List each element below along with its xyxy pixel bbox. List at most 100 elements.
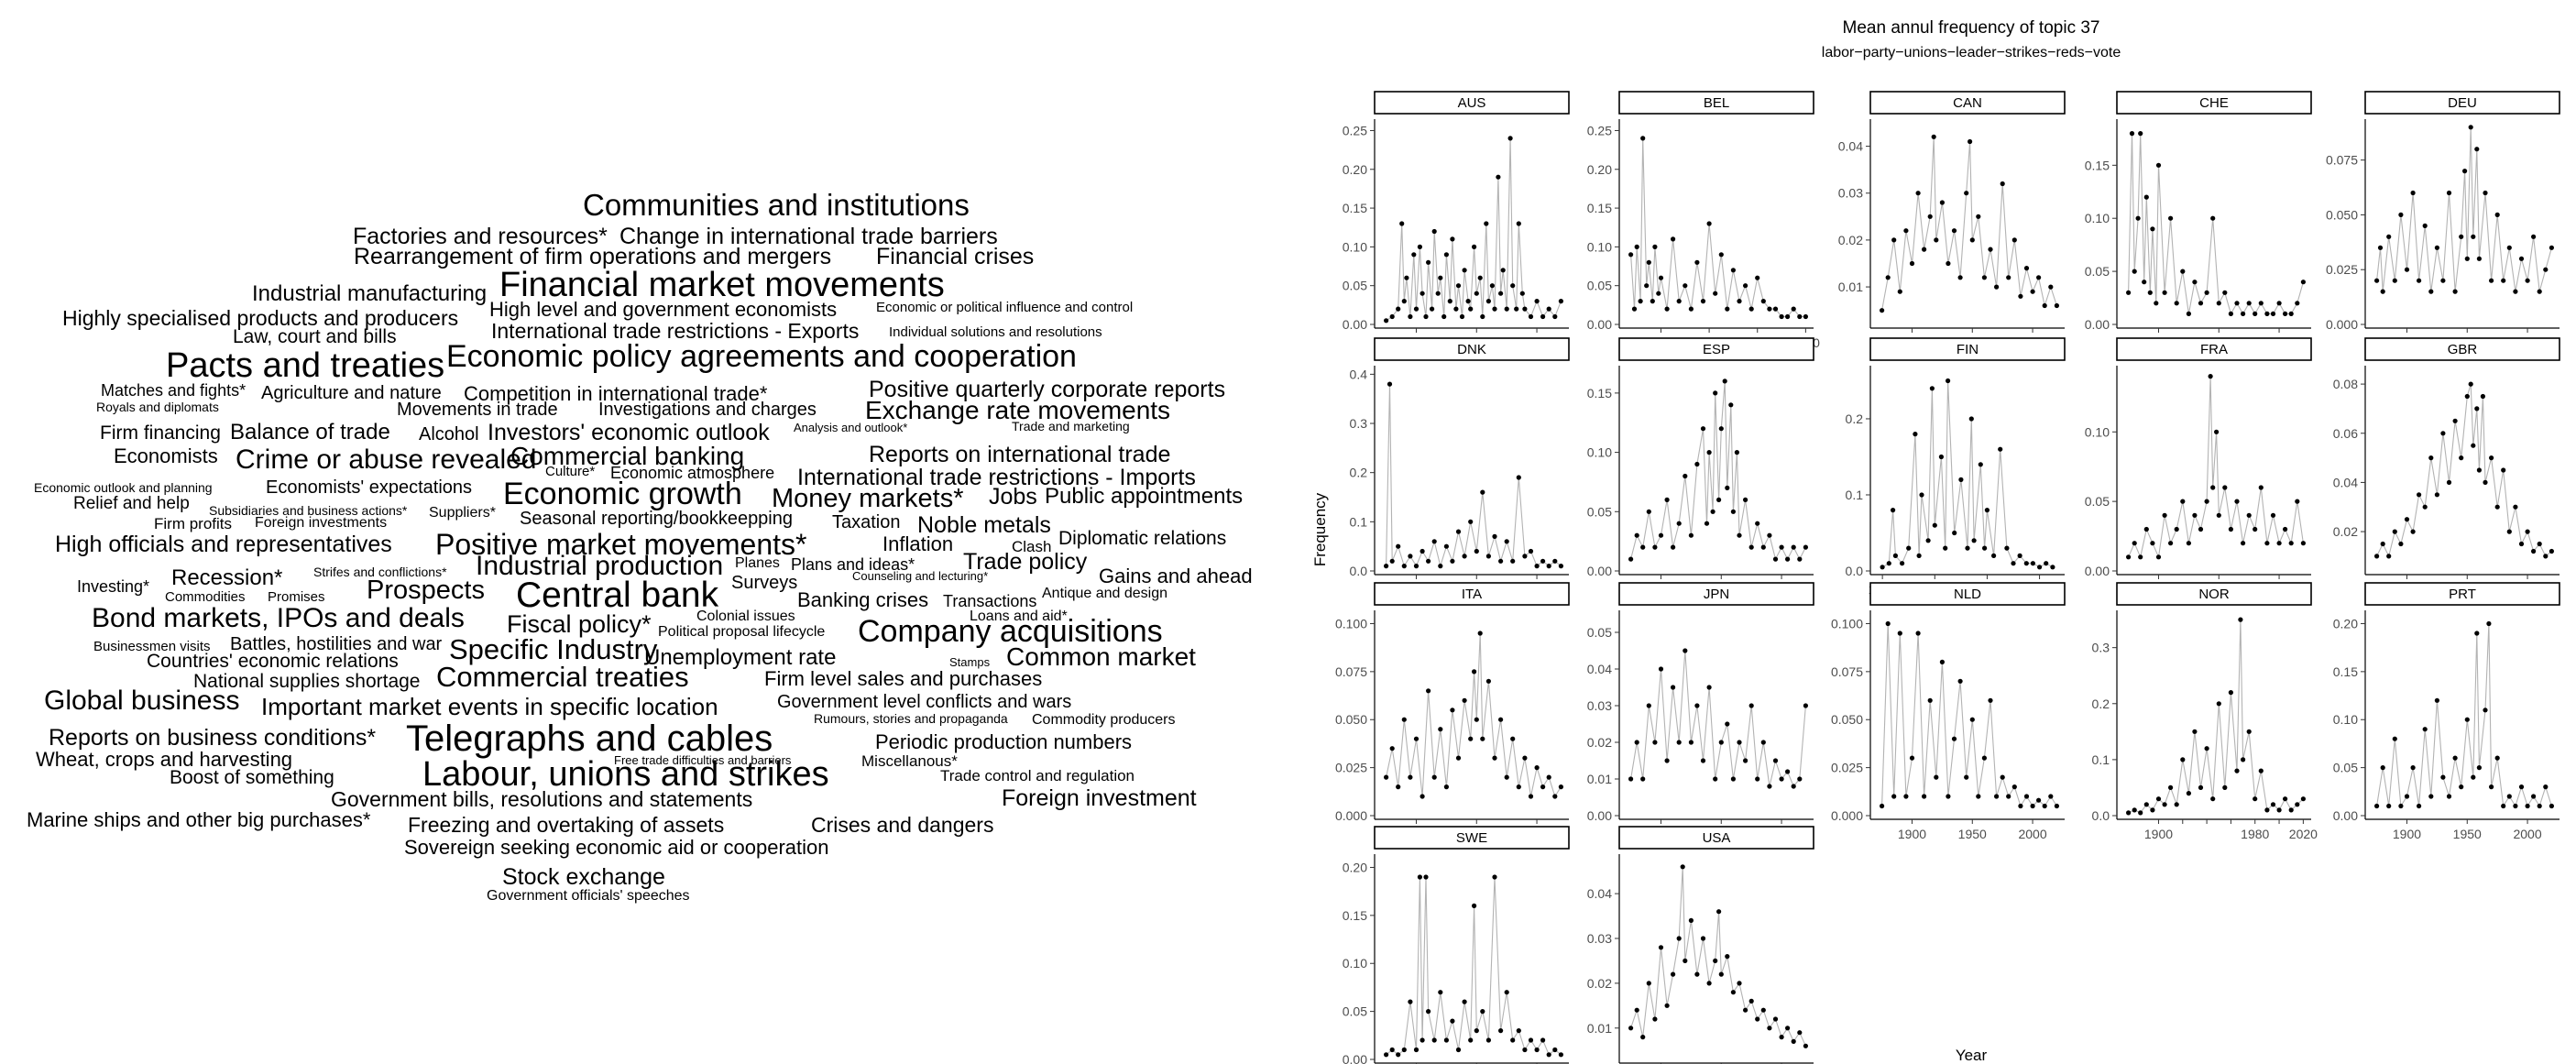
cloud-word: Pacts and treaties: [166, 346, 445, 385]
cloud-word: Trade policy: [963, 549, 1088, 575]
series-line: [2376, 383, 2552, 558]
data-point: [1994, 284, 2000, 290]
cloud-word: Reports on international trade: [869, 442, 1171, 467]
data-point: [1558, 784, 1563, 790]
data-point: [1730, 990, 1736, 995]
data-point: [1652, 244, 1658, 249]
y-tick-label: 0.05: [2333, 761, 2358, 775]
data-point: [1540, 784, 1546, 790]
y-tick-label: 0.075: [1335, 664, 1367, 679]
data-point: [2198, 301, 2204, 306]
cloud-word: Crime or abuse revealed: [236, 444, 537, 475]
facet-label: BEL: [1704, 95, 1729, 111]
y-tick-label: 0.04: [1587, 886, 1612, 901]
data-point: [1906, 545, 1912, 551]
y-tick-label: 0.050: [1831, 712, 1863, 727]
cloud-word: International trade restrictions - Expor…: [491, 319, 860, 343]
data-point: [2126, 810, 2132, 816]
data-point: [2374, 554, 2380, 559]
x-tick-label: 1980: [2241, 827, 2269, 841]
data-point: [2446, 190, 2452, 196]
data-point: [1468, 736, 1474, 741]
data-point: [1634, 1007, 1639, 1013]
data-point: [1417, 244, 1422, 249]
y-tick-label: 0.02: [1587, 735, 1612, 750]
data-point: [1706, 221, 1712, 226]
y-tick-label: 0.01: [1587, 772, 1612, 786]
data-point: [1939, 200, 1945, 205]
facet-strip: [1374, 337, 1570, 361]
data-point: [2537, 803, 2542, 809]
data-point: [1737, 532, 1742, 538]
data-point: [1417, 874, 1422, 880]
data-point: [1634, 244, 1639, 249]
data-point: [1700, 426, 1706, 432]
data-point: [2410, 529, 2416, 534]
data-point: [1628, 252, 1634, 258]
facet-label: CAN: [1953, 95, 1982, 111]
facet-panel: PRT 0.00 0.05 0.10 0.15 0.20 1900 1950 2000: [2333, 582, 2560, 841]
data-point: [1713, 390, 1718, 396]
data-point: [1389, 746, 1395, 751]
series-line: [2376, 623, 2552, 808]
data-point: [1718, 971, 1724, 977]
data-point: [1472, 669, 1477, 675]
data-point: [1934, 237, 1939, 243]
data-point: [1900, 561, 1905, 566]
data-point: [1728, 402, 1734, 408]
cloud-word: Sovereign seeking economic aid or cooper…: [404, 836, 829, 859]
data-point: [2494, 755, 2500, 761]
data-point: [2018, 803, 2023, 809]
data-point: [2380, 541, 2385, 547]
facet-strip: [2116, 582, 2312, 606]
data-point: [1628, 1026, 1634, 1031]
data-point: [2506, 245, 2512, 250]
data-point: [1477, 631, 1483, 636]
data-point: [1519, 291, 1525, 296]
data-point: [2168, 541, 2174, 546]
data-point: [2198, 526, 2204, 532]
y-tick-label: 0.02: [1838, 233, 1863, 247]
data-point: [1743, 1007, 1748, 1013]
data-point: [1880, 565, 1885, 570]
facet-label: USA: [1703, 830, 1731, 846]
data-point: [2132, 807, 2137, 813]
facet-strip: [1618, 337, 1814, 361]
cloud-word: Freezing and overtaking of assets: [408, 813, 725, 837]
data-point: [1892, 553, 1898, 559]
data-point: [1743, 758, 1748, 763]
data-point: [1725, 721, 1730, 727]
cloud-word: Stock exchange: [502, 864, 665, 890]
data-point: [1413, 564, 1420, 569]
data-point: [1404, 275, 1409, 280]
y-tick-label: 0.15: [2333, 664, 2358, 679]
data-point: [2452, 289, 2458, 294]
data-point: [1958, 477, 1964, 483]
data-point: [1671, 685, 1676, 690]
data-point: [1540, 558, 1546, 564]
cloud-word: Miscellanous*: [861, 752, 958, 770]
facet-label: FRA: [2200, 342, 2228, 357]
data-point: [1725, 954, 1730, 960]
data-point: [2489, 784, 2494, 790]
data-point: [1474, 717, 1479, 722]
y-tick-label: 0.05: [1587, 504, 1612, 519]
data-point: [2471, 774, 2476, 780]
data-point: [1772, 758, 1779, 763]
data-point: [1688, 532, 1694, 538]
data-point: [1510, 558, 1516, 564]
data-point: [1730, 268, 1736, 273]
data-point: [1480, 736, 1485, 741]
data-point: [2300, 541, 2306, 546]
data-point: [1396, 784, 1401, 790]
data-point: [2486, 620, 2492, 627]
data-point: [2549, 803, 2554, 809]
data-point: [1909, 260, 1915, 267]
data-point: [2054, 803, 2059, 809]
data-point: [1465, 299, 1471, 304]
data-point: [1988, 247, 1993, 252]
data-point: [1500, 268, 1506, 273]
data-point: [2434, 492, 2439, 498]
